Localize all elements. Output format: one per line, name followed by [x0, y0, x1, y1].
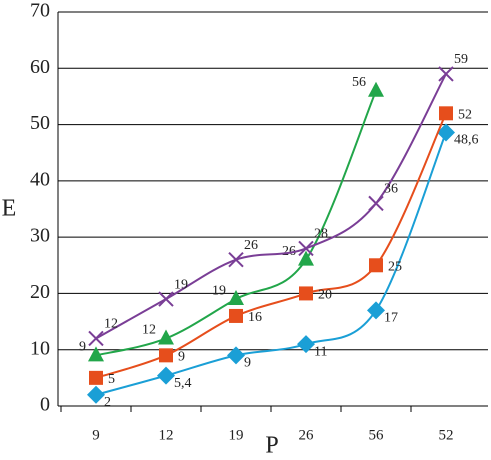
marker	[88, 346, 104, 362]
marker-stroke	[228, 251, 244, 268]
marker	[299, 286, 313, 301]
data-label: 9	[79, 340, 86, 355]
marker	[228, 290, 244, 306]
data-label: 5,4	[174, 376, 192, 391]
marker	[438, 66, 454, 82]
series-line	[95, 90, 377, 357]
x-tick-label: 9	[92, 427, 100, 443]
data-label: 19	[212, 283, 226, 298]
y-tick-label: 10	[30, 337, 50, 359]
marker	[368, 81, 384, 97]
data-label: 48,6	[454, 133, 479, 148]
marker	[159, 348, 173, 363]
marker	[88, 330, 104, 347]
y-tick-label: 30	[30, 225, 50, 247]
marker	[89, 370, 103, 385]
y-tick-label: 0	[40, 394, 50, 416]
marker	[297, 335, 315, 354]
data-label: 36	[384, 182, 398, 197]
y-tick-label: 60	[30, 56, 50, 78]
data-label: 9	[244, 356, 251, 371]
marker-stroke	[298, 240, 314, 257]
marker	[227, 346, 245, 365]
x-axis-title: P	[265, 433, 278, 459]
data-label: 26	[244, 238, 258, 253]
data-label: 26	[282, 244, 296, 259]
data-label: 12	[142, 323, 156, 338]
marker-stroke	[88, 330, 104, 347]
marker	[157, 366, 175, 385]
marker	[87, 385, 105, 404]
y-tick-label: 20	[30, 281, 50, 303]
marker-stroke	[158, 291, 174, 307]
marker	[437, 123, 455, 142]
y-tick-label: 70	[30, 0, 50, 22]
data-label: 19	[174, 277, 188, 292]
data-label: 25	[388, 260, 402, 275]
marker	[368, 195, 384, 212]
data-label: 28	[314, 227, 328, 242]
marker	[298, 240, 314, 257]
y-axis-title: E	[2, 196, 17, 222]
marker-stroke	[368, 195, 384, 212]
marker-stroke	[438, 66, 454, 82]
x-tick-label: 26	[299, 427, 315, 443]
data-label: 12	[104, 317, 118, 332]
marker	[367, 301, 385, 320]
data-label: 9	[178, 350, 185, 365]
marker	[369, 258, 383, 273]
data-label: 56	[352, 75, 366, 90]
marker	[229, 308, 243, 323]
x-tick-label: 52	[439, 427, 454, 443]
y-tick-label: 50	[30, 112, 50, 134]
data-label: 59	[454, 52, 468, 67]
data-label: 11	[314, 344, 327, 359]
y-tick-label: 40	[30, 168, 50, 190]
data-label: 2	[104, 395, 111, 410]
x-tick-label: 12	[159, 427, 174, 443]
marker	[158, 329, 174, 345]
data-label: 17	[384, 311, 398, 326]
marker	[298, 250, 314, 266]
series-line	[95, 73, 447, 340]
data-label: 5	[108, 372, 115, 387]
data-label: 16	[248, 310, 262, 325]
marker	[158, 291, 174, 307]
x-tick-label: 19	[229, 427, 244, 443]
data-label: 20	[318, 288, 332, 303]
x-tick-label: 56	[369, 427, 385, 443]
data-label: 52	[458, 108, 472, 123]
series-line	[95, 112, 447, 379]
marker	[228, 251, 244, 268]
marker	[439, 106, 453, 121]
